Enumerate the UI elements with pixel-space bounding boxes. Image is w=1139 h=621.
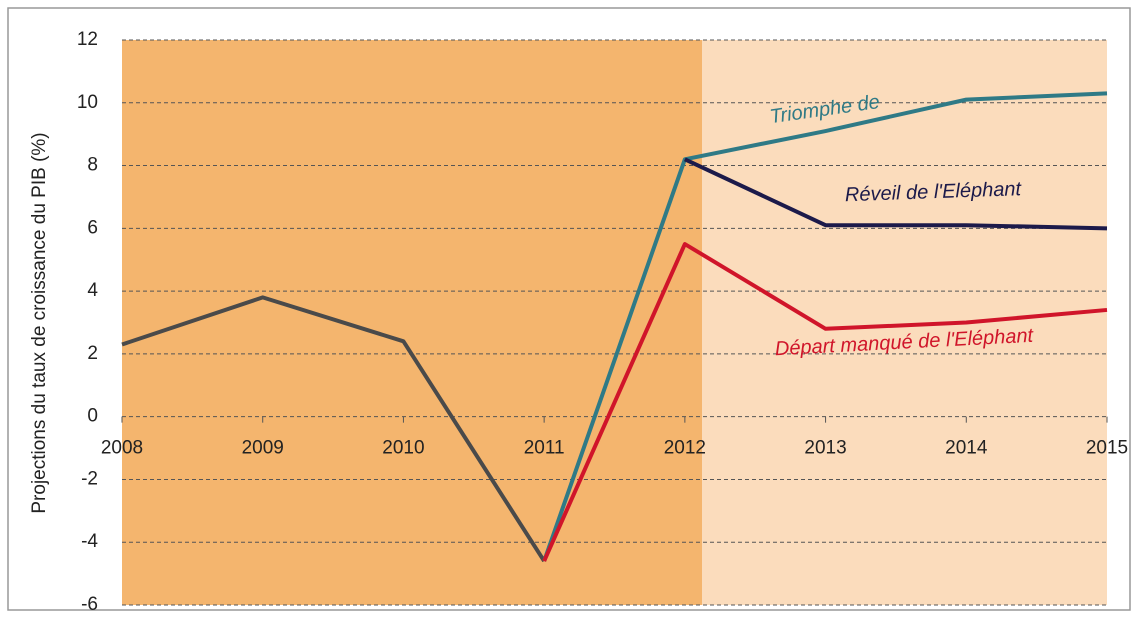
x-tick-label: 2008 <box>101 438 143 459</box>
y-tick-label: 6 <box>87 217 98 238</box>
frame <box>7 7 1131 611</box>
x-tick-label: 2014 <box>945 438 988 459</box>
x-tick-label: 2009 <box>242 438 284 459</box>
x-tick-label: 2015 <box>1086 438 1128 459</box>
series-line <box>542 242 1108 562</box>
x-tick-label: 2011 <box>524 438 565 459</box>
projection-band <box>702 40 1107 605</box>
y-axis-label: Projections du taux de croissance du PIB… <box>29 132 50 513</box>
x-tick-label: 2012 <box>664 438 706 459</box>
y-tick-label: 0 <box>87 406 98 427</box>
y-tick-label: 12 <box>77 29 98 50</box>
y-tick-label: -4 <box>81 531 98 552</box>
y-tick-label: 4 <box>87 280 98 301</box>
y-tick-label: 2 <box>87 343 98 364</box>
series-line <box>121 295 546 563</box>
y-tick-label: -2 <box>81 468 98 489</box>
x-tick-label: 2013 <box>804 438 846 459</box>
y-tick-label: 8 <box>87 155 98 176</box>
y-tick-label: 10 <box>77 92 98 113</box>
y-tick-label: -6 <box>81 594 98 615</box>
series-line <box>684 157 1108 231</box>
series-line <box>542 91 1108 562</box>
x-tick-label: 2010 <box>382 438 424 459</box>
history-band <box>122 40 702 605</box>
